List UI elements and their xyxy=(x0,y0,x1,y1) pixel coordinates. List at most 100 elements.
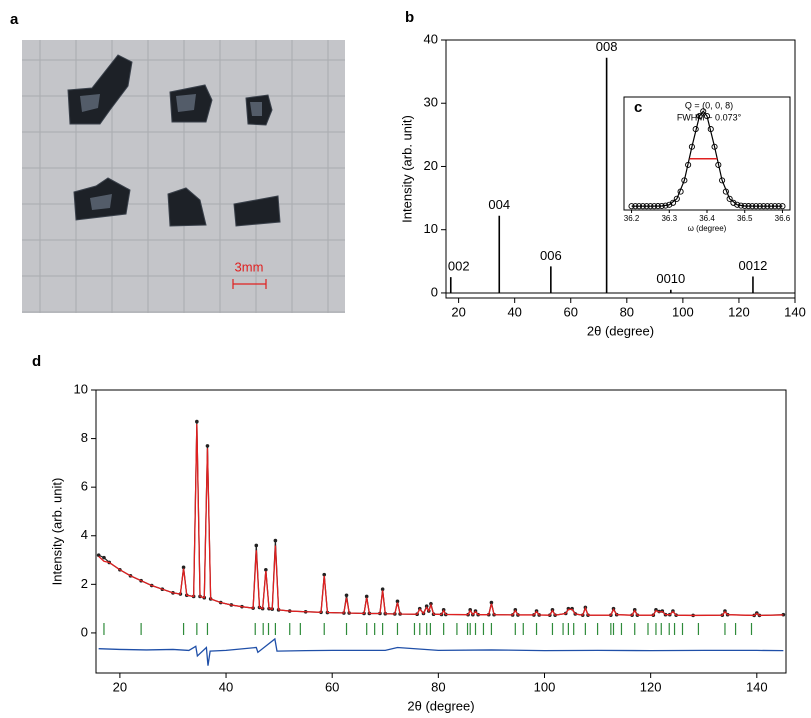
data-point xyxy=(700,108,707,115)
data-point xyxy=(779,203,786,210)
annotation: Q = (0, 0, 8) xyxy=(685,100,733,110)
y-tick-label: 6 xyxy=(81,479,88,494)
peak-label: 006 xyxy=(540,248,562,263)
y-tick-label: 0 xyxy=(431,284,438,299)
y-tick-label: 10 xyxy=(74,381,88,396)
x-tick-label: 100 xyxy=(672,304,694,319)
data-point xyxy=(643,203,650,210)
panel-label: a xyxy=(10,11,19,28)
x-tick-label: 80 xyxy=(431,679,445,694)
x-tick-label: 60 xyxy=(325,679,339,694)
x-axis-label: ω (degree) xyxy=(688,224,727,233)
data-point xyxy=(711,143,718,150)
panel-label: b xyxy=(405,9,414,26)
data-point xyxy=(628,203,635,210)
observed-point xyxy=(205,444,210,448)
x-tick-label: 140 xyxy=(746,679,768,694)
x-tick-label: 36.3 xyxy=(661,214,677,223)
observed-point xyxy=(489,600,494,605)
photo: 3mm a xyxy=(10,11,345,313)
x-axis-label: 2θ (degree) xyxy=(587,323,654,338)
peak-label: 008 xyxy=(596,39,618,54)
data-point xyxy=(696,113,703,120)
x-tick-label: 36.2 xyxy=(624,214,640,223)
data-point xyxy=(632,203,639,210)
observed-point xyxy=(364,594,369,599)
calculated-line xyxy=(98,423,784,617)
y-tick-label: 40 xyxy=(424,31,438,46)
difference-line xyxy=(98,637,784,666)
data-point xyxy=(681,177,688,184)
data-point xyxy=(752,203,760,210)
panel-label: d xyxy=(32,353,41,370)
data-point xyxy=(749,203,756,210)
observed-point xyxy=(181,565,186,570)
data-point xyxy=(688,143,695,150)
x-tick-label: 20 xyxy=(451,304,465,319)
scale-bar xyxy=(232,279,267,289)
observed-point xyxy=(264,567,268,572)
data-point xyxy=(636,203,643,210)
crystal-highlights xyxy=(80,94,262,210)
y-tick-label: 2 xyxy=(81,576,88,591)
x-tick-label: 20 xyxy=(113,679,127,694)
x-tick-label: 36.6 xyxy=(775,214,791,223)
y-tick-label: 8 xyxy=(81,430,88,445)
x-tick-label: 60 xyxy=(564,304,578,319)
data-point xyxy=(775,203,782,210)
data-point xyxy=(756,203,763,210)
y-tick-label: 10 xyxy=(424,221,438,236)
data-point xyxy=(654,203,662,210)
plot-frame xyxy=(95,389,787,674)
data-point xyxy=(639,203,646,210)
y-axis-label: Intensity (arb. unit) xyxy=(399,115,414,223)
data-point xyxy=(677,188,684,195)
data-point xyxy=(658,202,665,210)
data-point xyxy=(692,126,699,133)
y-tick-label: 4 xyxy=(81,527,88,542)
scale-label: 3mm xyxy=(235,259,264,274)
x-tick-label: 120 xyxy=(728,304,750,319)
data-point xyxy=(771,203,778,210)
observed-point xyxy=(344,593,349,598)
data-point xyxy=(734,201,741,208)
x-tick-label: 40 xyxy=(507,304,521,319)
y-tick-label: 20 xyxy=(424,158,438,173)
x-tick-label: 36.4 xyxy=(699,214,715,223)
y-tick-label: 30 xyxy=(424,95,438,110)
data-point xyxy=(760,203,767,210)
panel-label: c xyxy=(634,99,642,116)
data-point xyxy=(703,113,711,120)
peak-label: 0012 xyxy=(738,258,767,273)
x-tick-label: 140 xyxy=(784,304,806,319)
data-point xyxy=(745,203,752,210)
observed-point xyxy=(254,543,259,548)
x-tick-label: 80 xyxy=(620,304,634,319)
observed-point xyxy=(102,555,106,560)
x-axis-label: 2θ (degree) xyxy=(407,698,474,713)
crystals xyxy=(67,54,281,227)
x-tick-label: 36.5 xyxy=(737,214,753,223)
data-point xyxy=(737,202,745,209)
data-point xyxy=(715,161,722,168)
data-point xyxy=(685,161,692,168)
data-point xyxy=(722,188,729,195)
data-point xyxy=(741,202,748,210)
annotation: FWHM ~ 0.073° xyxy=(677,112,742,122)
peak-label: 002 xyxy=(448,259,470,274)
data-point xyxy=(662,202,669,209)
data-point xyxy=(764,203,771,210)
observed-point xyxy=(395,599,400,604)
observed-point xyxy=(195,419,199,424)
data-point xyxy=(719,177,726,184)
data-point xyxy=(673,195,680,202)
observed-point xyxy=(322,572,327,577)
data-point xyxy=(651,203,658,210)
data-point xyxy=(726,195,733,202)
y-axis-label: Intensity (arb. unit) xyxy=(49,478,64,586)
observed-point xyxy=(96,553,101,557)
y-tick-label: 0 xyxy=(81,624,88,639)
peak-label: 0010 xyxy=(656,271,685,286)
